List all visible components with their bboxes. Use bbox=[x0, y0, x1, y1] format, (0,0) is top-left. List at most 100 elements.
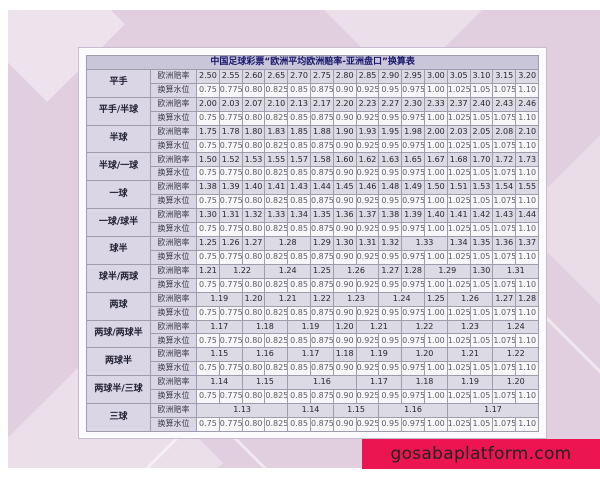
odds-cell: 1.53 bbox=[469, 180, 494, 196]
odds-cell: 2.43 bbox=[492, 96, 517, 112]
water-level-cell: 1.05 bbox=[469, 82, 494, 98]
water-level-cell: 1.10 bbox=[515, 166, 540, 182]
odds-cell: 1.53 bbox=[241, 152, 266, 168]
odds-cell: 2.17 bbox=[309, 96, 334, 112]
row-header-odds: 欧洲赔率 bbox=[150, 347, 197, 363]
odds-cell: 1.21 bbox=[446, 347, 494, 363]
row-header-odds: 欧洲赔率 bbox=[150, 263, 197, 279]
water-level-cell: 0.90 bbox=[332, 249, 357, 265]
water-level-cell: 0.975 bbox=[401, 361, 425, 377]
odds-cell: 1.35 bbox=[469, 235, 494, 251]
water-level-cell: 0.975 bbox=[401, 333, 425, 349]
water-level-cell: 1.05 bbox=[469, 110, 494, 126]
water-level-cell: 0.875 bbox=[309, 416, 334, 433]
water-level-cell: 0.95 bbox=[378, 389, 403, 405]
water-level-cell: 0.975 bbox=[401, 249, 425, 265]
odds-cell: 1.17 bbox=[196, 319, 243, 335]
water-level-cell: 0.775 bbox=[218, 361, 243, 377]
handicap-label: 两球半/三球 bbox=[86, 375, 151, 405]
water-level-cell: 0.825 bbox=[264, 138, 289, 154]
water-level-cell: 0.925 bbox=[355, 166, 380, 182]
water-level-cell: 0.85 bbox=[287, 166, 311, 182]
water-level-cell: 0.975 bbox=[401, 82, 425, 98]
handicap-label: 两球 bbox=[86, 291, 151, 321]
water-level-cell: 0.95 bbox=[378, 222, 403, 237]
water-level-cell: 0.95 bbox=[378, 277, 403, 293]
odds-cell: 1.18 bbox=[241, 319, 289, 335]
odds-cell: 1.32 bbox=[241, 208, 266, 224]
row-header-water: 换算水位 bbox=[150, 416, 197, 433]
odds-cell: 1.16 bbox=[287, 375, 357, 391]
odds-cell: 1.29 bbox=[423, 263, 471, 279]
handicap-label: 球半/两球 bbox=[86, 263, 151, 293]
water-level-cell: 0.85 bbox=[287, 194, 311, 210]
odds-cell: 1.52 bbox=[218, 152, 243, 168]
odds-cell: 1.48 bbox=[378, 180, 403, 196]
table-panel: 中国足球彩票“欧洲平均欧洲赔率-亚洲盘口”换算表 平手 欧洲赔率 2.50 2.55 2… bbox=[78, 47, 547, 439]
water-level-cell: 0.85 bbox=[287, 277, 311, 293]
row-header-water: 换算水位 bbox=[150, 249, 197, 265]
odds-cell: 1.17 bbox=[287, 347, 334, 363]
odds-cell: 1.50 bbox=[196, 152, 220, 168]
row-header-odds: 欧洲赔率 bbox=[150, 152, 197, 168]
water-level-cell: 0.775 bbox=[218, 249, 243, 265]
handicap-label: 三球 bbox=[86, 403, 151, 432]
water-level-cell: 1.05 bbox=[469, 305, 494, 321]
water-level-cell: 0.825 bbox=[264, 110, 289, 126]
water-level-cell: 1.00 bbox=[423, 305, 448, 321]
odds-cell: 1.41 bbox=[446, 208, 471, 224]
water-level-row: 换算水位 0.75 0.775 0.80 0.825 0.85 0.875 0.90 0.925… bbox=[87, 361, 540, 377]
water-level-cell: 0.825 bbox=[264, 277, 289, 293]
water-level-cell: 0.80 bbox=[241, 222, 266, 237]
odds-cell: 3.15 bbox=[492, 68, 517, 84]
odds-cell: 1.78 bbox=[218, 124, 243, 140]
odds-cell: 1.20 bbox=[332, 319, 357, 335]
water-level-row: 换算水位 0.75 0.775 0.80 0.825 0.85 0.875 0.90 0.925… bbox=[87, 305, 540, 321]
odds-cell: 1.85 bbox=[287, 124, 311, 140]
water-level-cell: 1.075 bbox=[492, 416, 517, 433]
odds-cell: 1.30 bbox=[469, 263, 494, 279]
odds-cell: 1.27 bbox=[241, 235, 266, 251]
odds-cell: 1.40 bbox=[241, 180, 266, 196]
water-level-cell: 0.825 bbox=[264, 194, 289, 210]
water-level-cell: 1.00 bbox=[423, 361, 448, 377]
odds-cell: 2.65 bbox=[264, 68, 289, 84]
water-level-cell: 0.75 bbox=[196, 82, 220, 98]
odds-row: 球半 欧洲赔率 1.25 1.26 1.27 1.28 1.29 1.30 1.31 1.32 1.… bbox=[86, 235, 540, 265]
water-level-cell: 0.95 bbox=[378, 194, 403, 210]
water-level-cell: 0.875 bbox=[309, 333, 334, 349]
row-header-odds: 欧洲赔率 bbox=[150, 180, 197, 196]
row-header-water: 换算水位 bbox=[150, 361, 197, 377]
water-level-cell: 0.825 bbox=[264, 249, 289, 265]
odds-cell: 2.40 bbox=[469, 96, 494, 112]
odds-cell: 1.58 bbox=[309, 152, 334, 168]
row-header-water: 换算水位 bbox=[150, 277, 197, 293]
odds-row: 一球 欧洲赔率 1.38 1.39 1.40 1.41 1.43 1.44 1.45 1.46 1.… bbox=[86, 180, 540, 210]
water-level-cell: 0.825 bbox=[264, 166, 289, 182]
water-level-cell: 0.75 bbox=[196, 194, 220, 210]
odds-cell: 1.70 bbox=[469, 152, 494, 168]
odds-cell: 2.23 bbox=[355, 96, 380, 112]
water-level-cell: 0.95 bbox=[378, 82, 403, 98]
odds-cell: 1.57 bbox=[287, 152, 311, 168]
water-level-cell: 1.05 bbox=[469, 389, 494, 405]
odds-cell: 1.75 bbox=[196, 124, 220, 140]
odds-cell: 1.49 bbox=[401, 180, 425, 196]
odds-cell: 1.68 bbox=[446, 152, 471, 168]
water-level-row: 换算水位 0.75 0.775 0.80 0.825 0.85 0.875 0.90 0.925… bbox=[87, 222, 540, 237]
water-level-cell: 0.95 bbox=[378, 110, 403, 126]
water-level-cell: 1.05 bbox=[469, 416, 494, 433]
handicap-label: 两球/两球半 bbox=[86, 319, 151, 349]
water-level-cell: 0.95 bbox=[378, 249, 403, 265]
water-level-cell: 1.075 bbox=[492, 222, 517, 237]
odds-cell: 1.27 bbox=[492, 291, 517, 307]
odds-cell: 1.40 bbox=[423, 208, 448, 224]
odds-cell: 1.62 bbox=[355, 152, 380, 168]
water-level-cell: 0.775 bbox=[218, 277, 243, 293]
odds-cell: 1.14 bbox=[196, 375, 243, 391]
odds-cell: 2.13 bbox=[287, 96, 311, 112]
water-level-cell: 0.80 bbox=[241, 416, 266, 433]
handicap-label: 平手/半球 bbox=[86, 96, 151, 126]
row-header-odds: 欧洲赔率 bbox=[150, 291, 197, 307]
odds-cell: 1.35 bbox=[309, 208, 334, 224]
